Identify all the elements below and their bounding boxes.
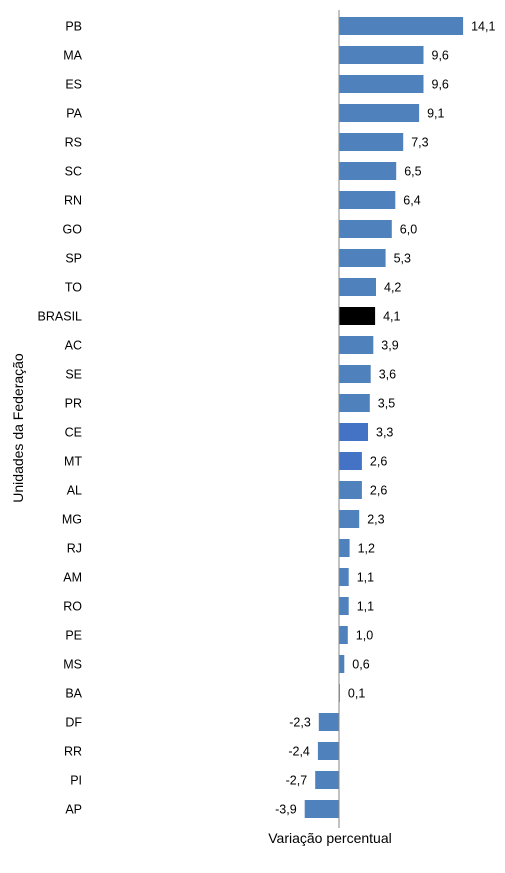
category-label: PI <box>70 774 82 788</box>
data-label: 4,2 <box>384 281 401 295</box>
category-label: SC <box>65 165 82 179</box>
category-label: PR <box>65 397 82 411</box>
data-label: 6,4 <box>403 194 420 208</box>
bar-ms <box>339 655 345 673</box>
data-label: 6,5 <box>404 165 421 179</box>
data-label: 2,6 <box>370 455 387 469</box>
bar-mg <box>339 510 360 528</box>
data-label: 9,6 <box>432 49 449 63</box>
data-label: -2,3 <box>289 716 311 730</box>
data-label: 3,5 <box>378 397 395 411</box>
data-label: 4,1 <box>383 310 400 324</box>
bar-al <box>339 481 362 499</box>
x-axis-title: Variação percentual <box>268 830 391 846</box>
category-label: MG <box>62 513 82 527</box>
bar-pr <box>339 394 370 412</box>
bar-brasil <box>339 307 376 325</box>
data-label: 5,3 <box>394 252 411 266</box>
category-label: AL <box>67 484 82 498</box>
category-label: TO <box>65 281 82 295</box>
category-labels-group: PB MA ES PA RS SC RN GO SP TO BRASIL AC SE PR CE MT AL MG… <box>38 20 83 817</box>
category-label: PE <box>65 629 82 643</box>
data-label: 3,3 <box>376 426 393 440</box>
data-label: 7,3 <box>411 136 428 150</box>
category-label: RS <box>65 136 82 150</box>
bar-ac <box>339 336 374 354</box>
bar-am <box>339 568 349 586</box>
category-label: BA <box>65 687 82 701</box>
category-label: SE <box>65 368 82 382</box>
data-label: 6,0 <box>400 223 417 237</box>
category-label: GO <box>63 223 83 237</box>
bar-sp <box>339 249 386 267</box>
bar-rn <box>339 191 396 209</box>
data-label: 1,1 <box>357 571 374 585</box>
category-label: BRASIL <box>38 310 83 324</box>
category-label: RO <box>63 600 82 614</box>
category-label: AM <box>63 571 82 585</box>
bar-pi <box>315 771 339 789</box>
bar-pb <box>339 17 464 35</box>
bar-ap <box>304 800 339 818</box>
bar-es <box>339 75 424 93</box>
data-label: 2,3 <box>367 513 384 527</box>
data-label: -3,9 <box>275 803 297 817</box>
bar-ro <box>339 597 349 615</box>
data-label: 1,0 <box>356 629 373 643</box>
category-label: ES <box>65 78 82 92</box>
bar-df <box>318 713 339 731</box>
bar-se <box>339 365 371 383</box>
category-label: AC <box>65 339 82 353</box>
category-label: PB <box>65 20 82 34</box>
data-labels-group: 14,1 9,6 9,6 9,1 7,3 6,5 6,4 6,0 5,3 4,2 4,1 3,9 3,6… <box>275 20 495 817</box>
data-label: 9,1 <box>427 107 444 121</box>
bar-rr <box>317 742 339 760</box>
data-label: 0,6 <box>352 658 369 672</box>
category-label: AP <box>65 803 82 817</box>
category-label: PA <box>66 107 82 121</box>
bar-go <box>339 220 392 238</box>
data-label: -2,7 <box>286 774 308 788</box>
bar-sc <box>339 162 397 180</box>
bar-mt <box>339 452 362 470</box>
category-label: SP <box>65 252 82 266</box>
bar-ma <box>339 46 424 64</box>
category-label: MS <box>63 658 82 672</box>
bar-pe <box>339 626 348 644</box>
data-label: 14,1 <box>471 20 495 34</box>
data-label: 0,1 <box>348 687 365 701</box>
data-label: 3,9 <box>381 339 398 353</box>
y-axis-title: Unidades da Federação <box>10 353 26 503</box>
data-label: -2,4 <box>288 745 310 759</box>
bar-ce <box>339 423 368 441</box>
bars-group <box>304 17 464 818</box>
category-label: DF <box>65 716 82 730</box>
bar-to <box>339 278 376 296</box>
bar-pa <box>339 104 420 122</box>
bar-rs <box>339 133 404 151</box>
category-label: RJ <box>67 542 82 556</box>
data-label: 1,1 <box>357 600 374 614</box>
data-label: 3,6 <box>379 368 396 382</box>
bar-rj <box>339 539 350 557</box>
data-label: 1,2 <box>358 542 375 556</box>
category-label: RN <box>64 194 82 208</box>
data-label: 2,6 <box>370 484 387 498</box>
category-label: CE <box>65 426 82 440</box>
category-label: RR <box>64 745 82 759</box>
category-label: MT <box>64 455 82 469</box>
category-label: MA <box>63 49 82 63</box>
data-label: 9,6 <box>432 78 449 92</box>
